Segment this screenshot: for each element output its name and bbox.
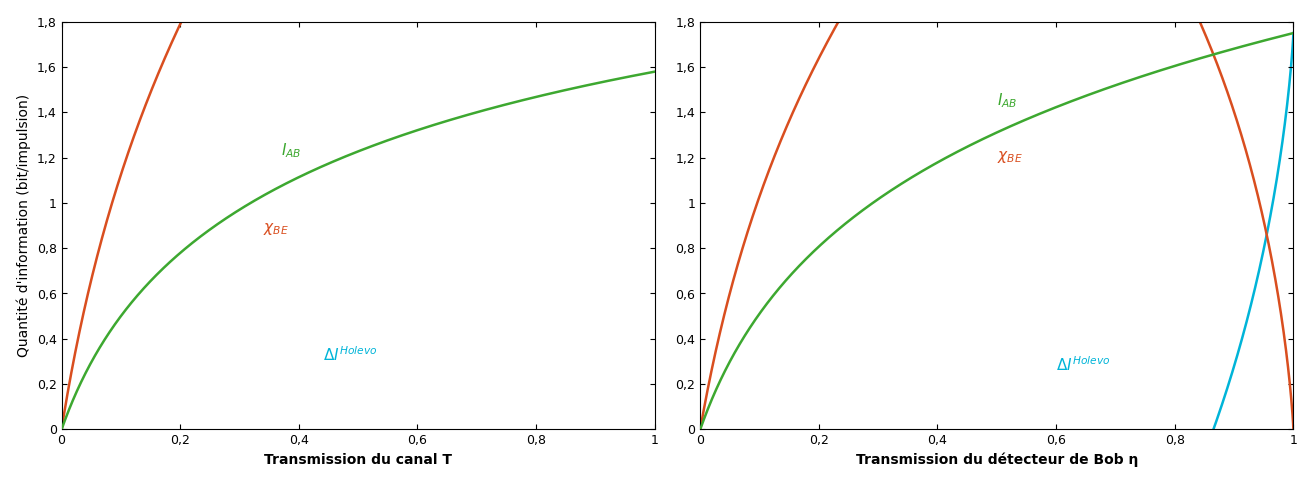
Text: $\Delta I^{Holevo}$: $\Delta I^{Holevo}$ (322, 346, 377, 364)
Text: $\chi_{BE}$: $\chi_{BE}$ (997, 149, 1022, 165)
X-axis label: Transmission du canal T: Transmission du canal T (264, 453, 452, 467)
Text: $I_{AB}$: $I_{AB}$ (997, 91, 1017, 110)
Text: $\chi_{BE}$: $\chi_{BE}$ (263, 221, 289, 237)
X-axis label: Transmission du détecteur de Bob η: Transmission du détecteur de Bob η (855, 453, 1138, 468)
Y-axis label: Quantité d'information (bit/impulsion): Quantité d'information (bit/impulsion) (17, 94, 32, 357)
Text: $I_{AB}$: $I_{AB}$ (281, 141, 301, 160)
Text: $\Delta I^{Holevo}$: $\Delta I^{Holevo}$ (1056, 355, 1110, 374)
